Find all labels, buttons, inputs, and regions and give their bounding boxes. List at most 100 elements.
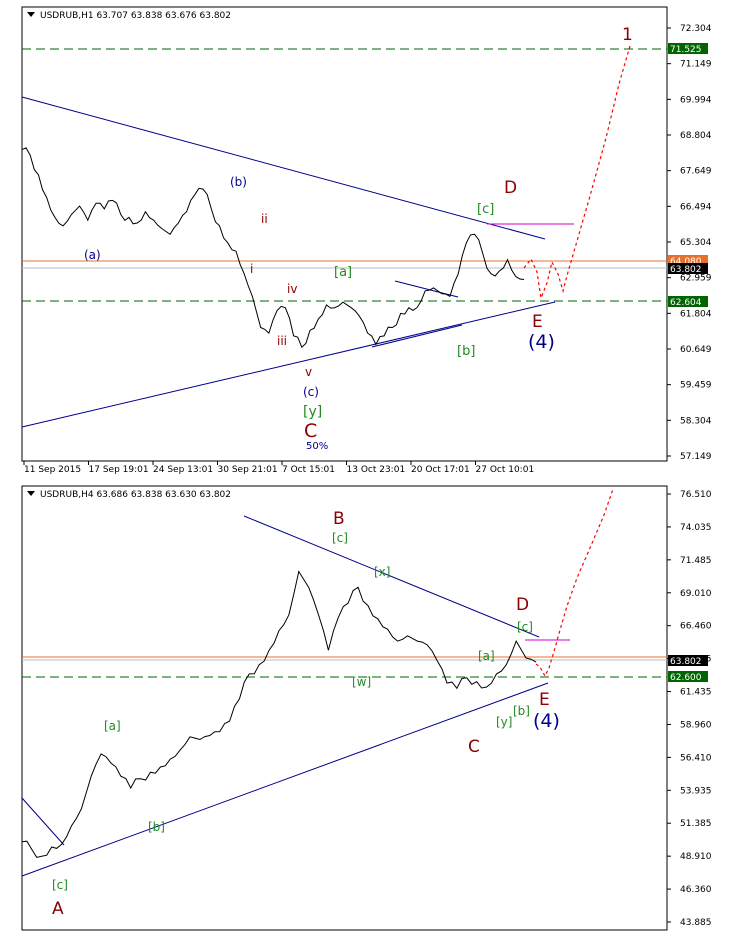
bottom-wave-C: C xyxy=(468,737,480,757)
top-y-tick-label: 59.459 xyxy=(680,381,712,391)
bottom-tag-current xyxy=(668,655,708,666)
bottom-y-tick-label: 58.960 xyxy=(680,720,712,730)
top-x-tick-label: 11 Sep 2015 xyxy=(24,465,81,475)
top-chart-title: USDRUB,H1 63.707 63.838 63.676 63.802 xyxy=(40,11,231,21)
top-tag-lower-green-text: 62.604 xyxy=(670,298,702,308)
top-wave-D: D xyxy=(504,178,517,198)
bottom-wave-A: A xyxy=(52,899,64,919)
bottom-wave-c-right: [c] xyxy=(517,620,533,634)
top-price-series xyxy=(21,147,525,349)
bottom-wave-b-right: [b] xyxy=(513,704,530,718)
top-wave-1: 1 xyxy=(622,25,633,45)
bottom-y-tick-label: 74.035 xyxy=(680,523,712,533)
top-tag-upper-green-text: 71.525 xyxy=(670,45,702,55)
bottom-wave-y: [y] xyxy=(496,715,512,729)
top-y-tick-label: 60.649 xyxy=(680,345,712,355)
bottom-chart-frame xyxy=(21,485,668,931)
top-y-tick-label: 57.149 xyxy=(680,452,712,462)
top-wave-b-green: [b] xyxy=(457,344,475,359)
top-wave-ii: ii xyxy=(261,212,268,226)
bottom-wave-c-bottom: [c] xyxy=(52,878,68,892)
top-x-tick-label: 27 Oct 10:01 xyxy=(476,465,535,475)
bottom-y-tick-label: 53.935 xyxy=(680,786,712,796)
top-wave-c-paren: (c) xyxy=(303,385,319,399)
bottom-y-tick-label: 46.360 xyxy=(680,885,712,895)
top-x-tick-label: 30 Sep 21:01 xyxy=(218,465,278,475)
top-mini-upper-line xyxy=(394,280,459,298)
top-tag-lower-green xyxy=(668,296,708,307)
top-wave-a-paren: (a) xyxy=(84,248,101,262)
top-x-tick-label: 17 Sep 19:01 xyxy=(89,465,149,475)
bottom-y-tick-label: 56.410 xyxy=(680,753,712,763)
bottom-price-series xyxy=(21,570,537,858)
bottom-wave-a-left: [a] xyxy=(104,719,121,733)
top-y-tick-label: 68.804 xyxy=(680,131,712,141)
top-upper-trendline xyxy=(21,96,546,240)
top-lower-trendline xyxy=(21,301,556,428)
bottom-wave-E: E xyxy=(539,690,550,710)
top-y-tick-label: 69.994 xyxy=(680,95,712,105)
bottom-y-tick-label: 69.010 xyxy=(680,589,712,599)
top-price-axis: 72.304 71.149 69.994 68.804 67.649 66.494 65.3… xyxy=(667,24,712,462)
top-x-tick-label: 24 Sep 13:01 xyxy=(153,465,213,475)
bottom-projection-path xyxy=(535,488,614,678)
top-wave-i: i xyxy=(250,262,253,276)
top-tag-current xyxy=(668,263,708,274)
top-y-tick-label: 67.649 xyxy=(680,167,712,177)
bottom-y-tick-label: 51.385 xyxy=(680,819,712,829)
top-x-tick-label: 13 Oct 23:01 xyxy=(347,465,406,475)
top-fifty-percent: 50% xyxy=(306,441,328,452)
top-tag-upper-green xyxy=(668,43,708,54)
top-y-tick-label: 61.804 xyxy=(680,309,712,319)
bottom-left-trendline xyxy=(21,797,65,846)
top-wave-y-green: [y] xyxy=(303,404,322,420)
top-chart-frame xyxy=(21,6,668,462)
bottom-y-tick-label: 66.460 xyxy=(680,622,712,632)
top-wave-C: C xyxy=(304,420,317,442)
top-tag-current-text: 63.802 xyxy=(670,265,702,275)
bottom-dropdown-icon[interactable] xyxy=(27,491,35,496)
top-time-axis: 11 Sep 2015 17 Sep 19:01 24 Sep 13:01 30 Se… xyxy=(23,461,535,475)
top-y-tick-label: 71.149 xyxy=(680,60,712,70)
bottom-chart-title: USDRUB,H4 63.686 63.838 63.630 63.802 xyxy=(40,490,231,500)
top-y-tick-label: 62.959 xyxy=(680,274,712,284)
bottom-y-tick-label: 48.910 xyxy=(680,852,712,862)
top-mini-lower-line xyxy=(371,324,463,348)
top-tag-orange xyxy=(668,255,708,266)
top-wave-iv: iv xyxy=(287,282,297,296)
top-x-tick-label: 7 Oct 15:01 xyxy=(282,465,335,475)
bottom-wave-B: B xyxy=(333,509,345,529)
bottom-wave-b-left: [b] xyxy=(148,820,165,834)
bottom-wave-D: D xyxy=(516,595,529,615)
bottom-tag-lower-green xyxy=(668,671,708,682)
top-projection-path xyxy=(523,45,631,301)
bottom-wave-a-right: [a] xyxy=(478,649,495,663)
top-y-tick-label: 65.304 xyxy=(680,238,712,248)
bottom-y-tick-label: 61.435 xyxy=(680,688,712,698)
bottom-tag-lower-green-text: 62.600 xyxy=(670,673,702,683)
top-y-tick-label: 72.304 xyxy=(680,24,712,34)
top-wave-4: (4) xyxy=(528,331,555,353)
top-wave-E: E xyxy=(532,312,543,332)
bottom-price-axis: 76.51074.03571.48569.01066.46063.98561.4… xyxy=(667,490,712,928)
bottom-wave-c-top: [c] xyxy=(332,531,348,545)
bottom-y-tick-label: 71.485 xyxy=(680,556,712,566)
top-y-tick-label: 58.304 xyxy=(680,416,712,426)
top-wave-v: v xyxy=(305,365,312,379)
bottom-y-tick-label: 76.510 xyxy=(680,490,712,500)
bottom-tag-current-text: 63.802 xyxy=(670,657,702,667)
top-wave-b-paren: (b) xyxy=(230,175,247,189)
bottom-wave-w: [w] xyxy=(352,675,371,689)
top-wave-c-green: [c] xyxy=(477,202,494,217)
top-wave-a-green: [a] xyxy=(334,265,352,280)
top-y-tick-label: 66.494 xyxy=(680,202,712,212)
bottom-wave-4: (4) xyxy=(533,710,560,732)
top-dropdown-icon[interactable] xyxy=(27,12,35,17)
bottom-upper-trendline xyxy=(243,515,540,638)
bottom-lower-trendline xyxy=(21,682,549,877)
top-tag-orange-text: 64.080 xyxy=(670,257,702,267)
bottom-y-tick-label: 43.885 xyxy=(680,918,712,928)
bottom-wave-x: [x] xyxy=(374,565,390,579)
